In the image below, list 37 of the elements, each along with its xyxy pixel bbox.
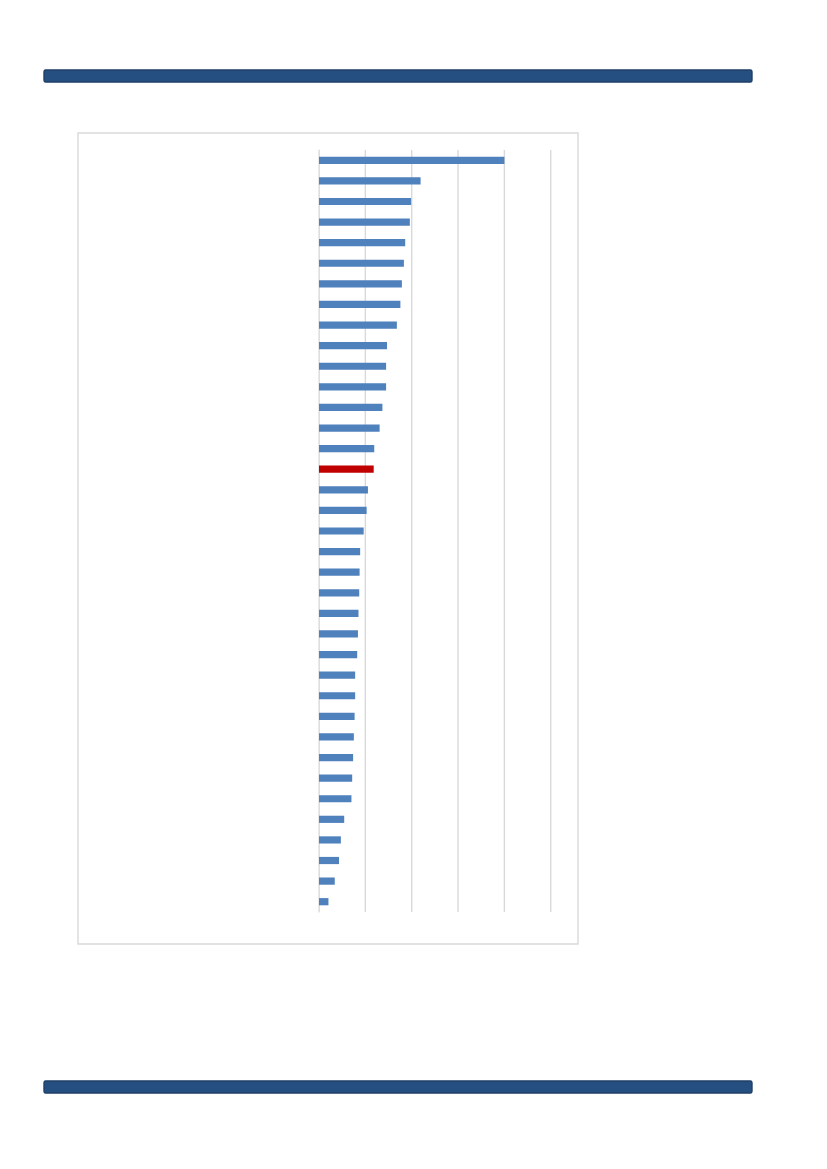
bar: [319, 197, 412, 206]
bar: [319, 671, 356, 679]
bar: [319, 877, 335, 885]
bar: [319, 239, 406, 247]
bar: [319, 424, 380, 432]
bar: [319, 815, 345, 823]
bar: [319, 547, 361, 556]
bar: [319, 733, 354, 741]
bar: [319, 300, 401, 309]
bar: [319, 692, 356, 700]
bar: [319, 795, 352, 803]
bar: [319, 650, 358, 659]
bar: [319, 218, 410, 226]
bar: [319, 527, 364, 535]
bar: [319, 774, 353, 782]
bar: [319, 898, 329, 906]
bar: [319, 630, 358, 638]
bar: [319, 836, 341, 844]
bar: [319, 568, 360, 576]
bar: [319, 156, 505, 164]
bar: [319, 856, 340, 865]
bar: [319, 609, 359, 617]
bar: [319, 321, 397, 329]
bar: [319, 383, 387, 391]
bar: [319, 589, 360, 597]
bar: [319, 465, 374, 473]
bar: [319, 259, 404, 267]
bar: [319, 445, 375, 453]
bar: [319, 712, 355, 720]
bar: [319, 177, 421, 185]
bar: [319, 506, 367, 515]
bar: [319, 362, 387, 370]
bar: [319, 753, 354, 762]
bar: [319, 280, 402, 288]
bar: [319, 342, 388, 350]
bar: [319, 403, 383, 412]
bar: [319, 486, 368, 494]
